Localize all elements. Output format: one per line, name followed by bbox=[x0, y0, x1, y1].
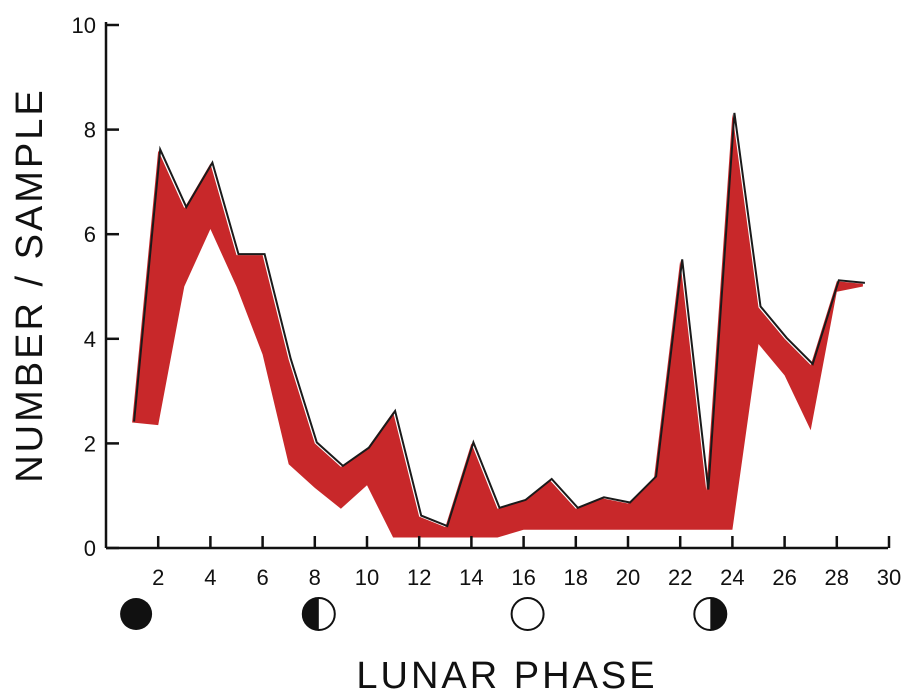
x-tick-label: 22 bbox=[668, 565, 692, 590]
x-tick-label: 8 bbox=[309, 565, 321, 590]
x-tick-label: 24 bbox=[720, 565, 744, 590]
x-tick-label: 28 bbox=[825, 565, 849, 590]
x-tick-label: 20 bbox=[616, 565, 640, 590]
x-tick-label: 26 bbox=[772, 565, 796, 590]
y-tick-label: 0 bbox=[84, 536, 96, 561]
x-tick-label: 4 bbox=[204, 565, 216, 590]
full-moon-icon bbox=[510, 597, 545, 631]
x-tick-label: 2 bbox=[152, 565, 164, 590]
first-quarter-icon bbox=[301, 597, 336, 631]
x-tick-label: 18 bbox=[564, 565, 588, 590]
x-tick-label: 16 bbox=[511, 565, 535, 590]
y-tick-label: 8 bbox=[84, 118, 96, 143]
moon-phase-row bbox=[120, 597, 728, 631]
plot-area bbox=[132, 112, 865, 538]
data-band-upper-edge bbox=[133, 112, 865, 528]
y-ticks: 0 2 4 6 8 10 bbox=[72, 13, 119, 561]
x-tick-label: 12 bbox=[407, 565, 431, 590]
x-tick-label: 10 bbox=[355, 565, 379, 590]
x-ticks: 2 4 6 8 10 12 14 16 18 20 22 24 26 28 30 bbox=[152, 536, 901, 590]
y-axis-title: NUMBER / SAMPLE bbox=[9, 87, 51, 483]
x-tick-label: 6 bbox=[256, 565, 268, 590]
x-axis-title: LUNAR PHASE bbox=[356, 655, 657, 697]
data-band bbox=[132, 113, 863, 538]
last-quarter-icon bbox=[693, 597, 728, 631]
y-tick-label: 10 bbox=[72, 13, 96, 38]
y-tick-label: 4 bbox=[84, 327, 96, 352]
y-tick-label: 6 bbox=[84, 222, 96, 247]
new-moon-icon bbox=[120, 598, 153, 630]
y-tick-label: 2 bbox=[84, 431, 96, 456]
x-tick-label: 14 bbox=[459, 565, 483, 590]
x-tick-label: 30 bbox=[877, 565, 901, 590]
